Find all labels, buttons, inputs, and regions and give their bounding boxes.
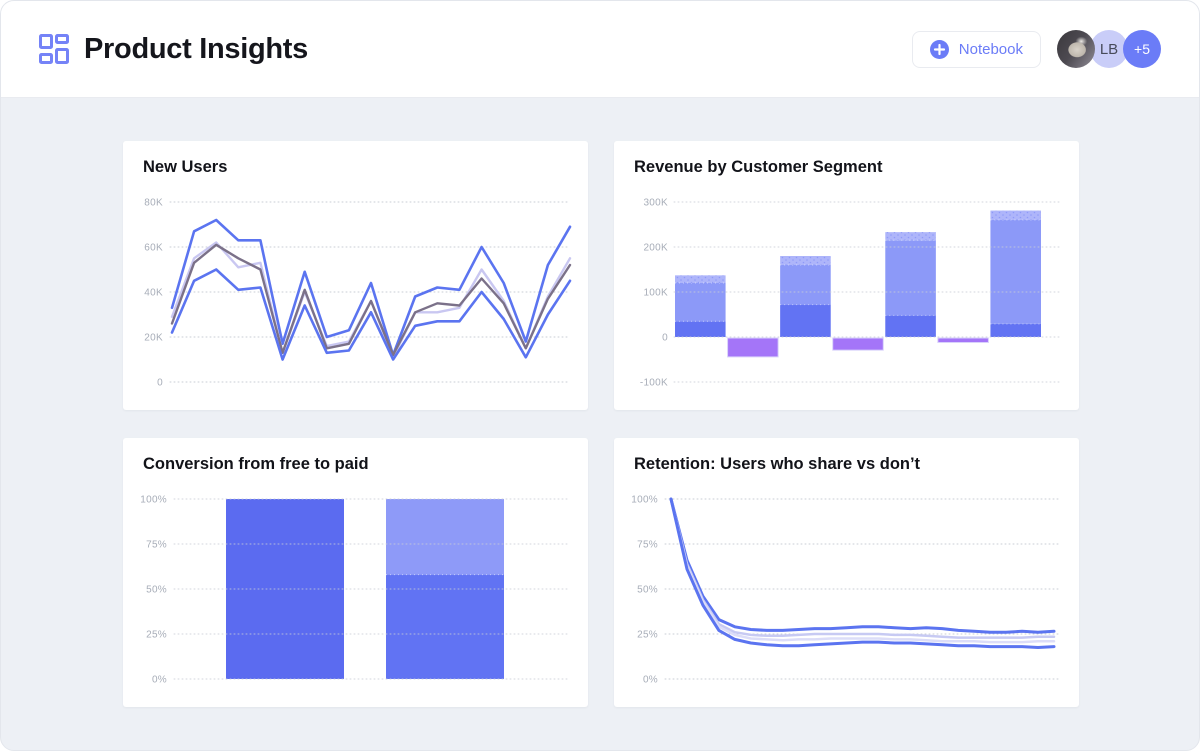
plus-icon (929, 39, 949, 59)
header: Product Insights Notebook LB +5 (1, 1, 1199, 98)
svg-text:60K: 60K (144, 243, 163, 254)
svg-text:20K: 20K (144, 333, 163, 344)
chart-title: Revenue by Customer Segment (634, 158, 883, 176)
svg-text:-100K: -100K (640, 378, 668, 389)
avatar-group: LB +5 (1057, 30, 1161, 68)
dashboard-grid: New Users 80K 60K 40K 20K 0 Revenue by Custo… (1, 98, 1199, 707)
svg-text:80K: 80K (144, 198, 163, 209)
notebook-button[interactable]: Notebook (911, 30, 1041, 68)
avatar-overflow-count[interactable]: +5 (1123, 30, 1161, 68)
chart-panel-revenue: Revenue by Customer Segment 300K 200K 100K… (614, 141, 1079, 410)
chart-title: New Users (143, 158, 228, 176)
revenue-stacked-bar-chart: 300K 200K 100K 0 -100K (640, 198, 1062, 389)
chart-panel-retention: Retention: Users who share vs don’t 100%… (614, 438, 1079, 707)
svg-text:25%: 25% (146, 630, 167, 641)
svg-text:40K: 40K (144, 288, 163, 299)
conversion-stacked-bar-chart: 100% 75% 50% 25% 0% (140, 495, 571, 686)
chart-title: Retention: Users who share vs don’t (634, 455, 921, 473)
svg-text:100%: 100% (140, 495, 167, 506)
chart-panel-conversion: Conversion from free to paid 100% 75% 50% 2… (123, 438, 588, 707)
header-actions: Notebook LB +5 (911, 30, 1161, 68)
page-title: Product Insights (84, 32, 308, 65)
avatar-photo[interactable] (1057, 30, 1095, 68)
svg-text:300K: 300K (643, 198, 668, 209)
svg-text:200K: 200K (643, 243, 668, 254)
svg-text:0%: 0% (152, 675, 167, 686)
svg-text:0%: 0% (643, 675, 658, 686)
svg-text:75%: 75% (637, 540, 658, 551)
svg-text:50%: 50% (146, 585, 167, 596)
retention-line-chart: 100% 75% 50% 25% 0% (631, 495, 1062, 686)
brand: Product Insights (39, 33, 308, 66)
svg-text:75%: 75% (146, 540, 167, 551)
chart-panel-new-users: New Users 80K 60K 40K 20K 0 (123, 141, 588, 410)
chart-title: Conversion from free to paid (143, 455, 369, 473)
svg-text:100K: 100K (643, 288, 668, 299)
svg-text:0: 0 (662, 333, 668, 344)
avatar-initials[interactable]: LB (1090, 30, 1128, 68)
svg-text:0: 0 (157, 378, 163, 389)
svg-text:100%: 100% (631, 495, 658, 506)
svg-text:25%: 25% (637, 630, 658, 641)
dashboard-logo-icon (39, 34, 69, 64)
new-users-line-chart: 80K 60K 40K 20K 0 (144, 198, 572, 389)
svg-text:50%: 50% (637, 585, 658, 596)
notebook-button-label: Notebook (958, 40, 1023, 58)
